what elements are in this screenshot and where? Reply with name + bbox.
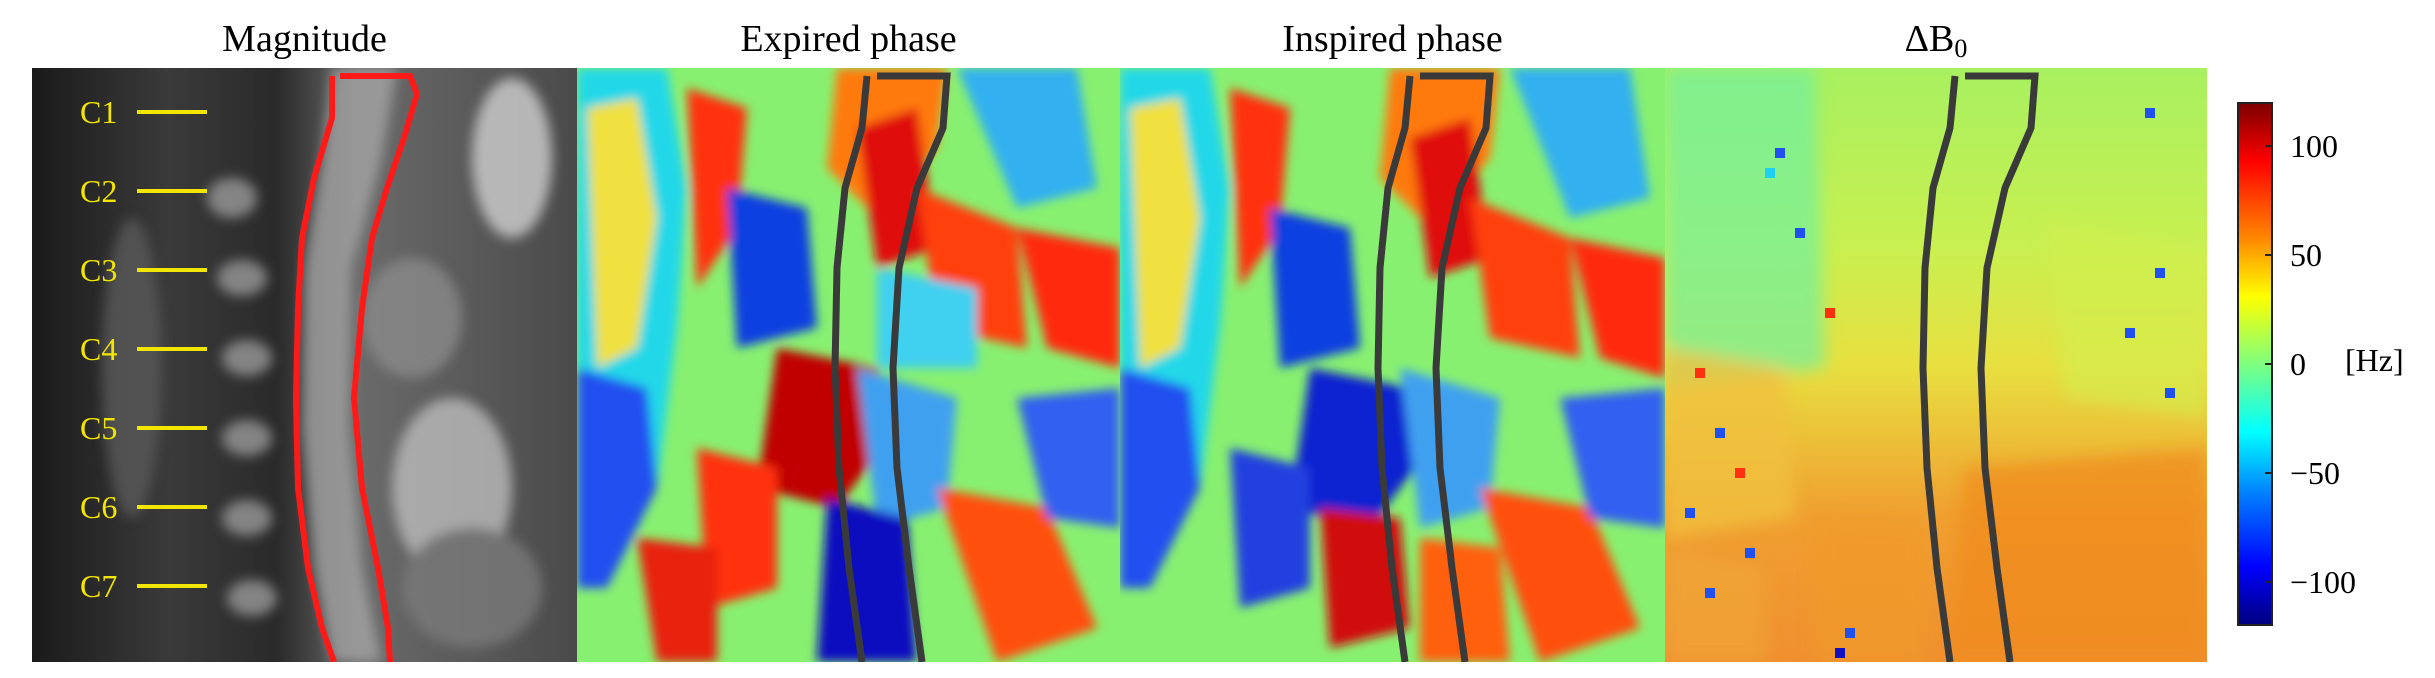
level-label-c1: C1: [80, 94, 117, 130]
colorbar-tick-mark: [2265, 472, 2273, 475]
colorbar-tick-mark: [2265, 363, 2273, 365]
colorbar-tick-label: 0: [2290, 346, 2306, 382]
delta-b0-title-main: ΔB: [1904, 18, 1955, 60]
delta-b0-title-sub: 0: [1954, 34, 1968, 63]
level-label-c2: C2: [80, 173, 117, 209]
magnitude-image: C1 C2 C3 C4 C5 C6 C7: [32, 68, 577, 662]
expired-phase-title: Expired phase: [740, 18, 957, 60]
magnitude-svg: C1 C2 C3 C4 C5 C6 C7: [32, 68, 577, 662]
level-label-c6: C6: [80, 489, 117, 525]
inspired-phase-map: [1120, 68, 1665, 662]
spinal-cord-outline-b0: [1919, 72, 2039, 662]
delta-b0-title: ΔB0: [1665, 14, 2207, 64]
inspired-phase-title: Inspired phase: [1282, 18, 1503, 60]
level-label-c3: C3: [80, 252, 117, 288]
delta-b0-svg: [1665, 68, 2207, 662]
colorbar-tick-mark: [2265, 253, 2273, 256]
spinal-cord-outline: [292, 73, 421, 662]
expired-phase-svg: [577, 68, 1120, 662]
colorbar-tick-mark: [2265, 144, 2273, 147]
colorbar-tick-mark: [2265, 581, 2273, 584]
magnitude-title: Magnitude: [222, 18, 387, 60]
colorbar-tick-label: 50: [2290, 236, 2322, 273]
level-label-c7: C7: [80, 568, 117, 604]
b0-speckle: [1685, 108, 2175, 658]
vertebral-level-markers: C1 C2 C3 C4 C5 C6 C7: [80, 94, 207, 604]
delta-b0-map: [1665, 68, 2207, 662]
spinal-cord-outline-inspired: [1374, 72, 1494, 662]
spinal-cord-outline-expired: [831, 72, 951, 662]
colorbar-tick-label: −50: [2290, 455, 2341, 492]
level-label-c5: C5: [80, 410, 117, 446]
colorbar-tick-label: 100: [2290, 127, 2338, 164]
colorbar-tick-label: −100: [2290, 564, 2357, 601]
colorbar-unit-label: [Hz]: [2345, 342, 2404, 378]
level-label-c4: C4: [80, 331, 117, 367]
expired-phase-map: [577, 68, 1120, 662]
inspired-phase-svg: [1120, 68, 1665, 662]
